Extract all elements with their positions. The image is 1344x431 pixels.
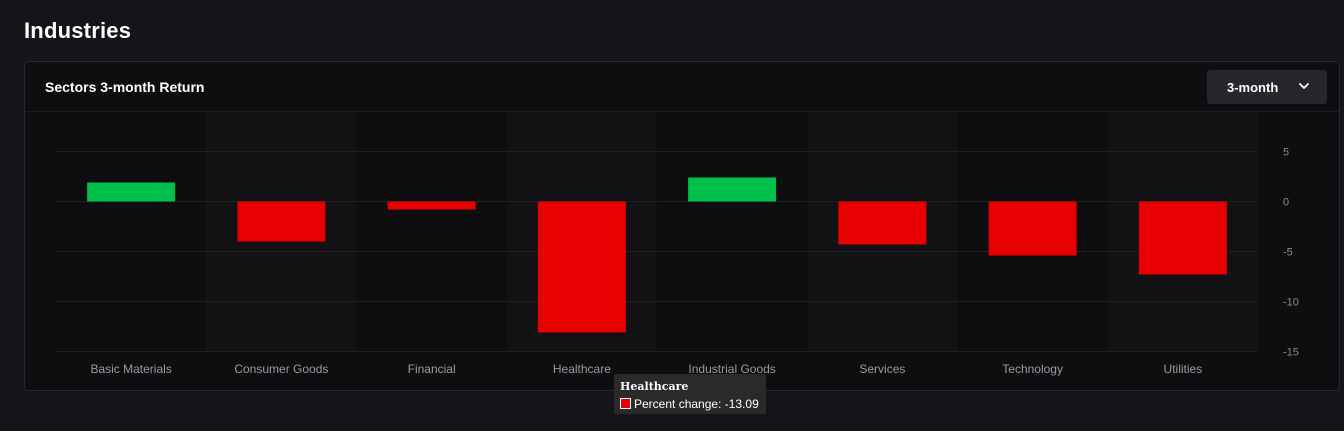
bar-consumer-goods: [237, 201, 326, 242]
y-tick-label: -15: [1283, 347, 1299, 359]
y-tick-label: 5: [1283, 147, 1289, 159]
x-tick-label: Basic Materials: [90, 362, 171, 376]
page-title: Industries: [24, 18, 132, 43]
x-tick-label: Services: [859, 362, 905, 376]
bar-healthcare: [537, 201, 626, 333]
bar-basic-materials: [87, 182, 176, 202]
tooltip-swatch: [620, 398, 631, 409]
card-title: Sectors 3-month Return: [45, 79, 205, 95]
x-tick-label: Technology: [1002, 362, 1063, 376]
y-tick-label: -10: [1283, 297, 1299, 309]
sector-returns-card: Sectors 3-month Return 3-month 5 0 -5 -10 -1…: [24, 61, 1340, 414]
tooltip-value: Percent change: -13.09: [634, 397, 759, 411]
tooltip-title: Healthcare: [620, 380, 689, 393]
bar-services: [838, 201, 927, 245]
y-tick-label: -5: [1283, 247, 1293, 259]
y-tick-label: 0: [1283, 197, 1289, 209]
bar-utilities: [1138, 201, 1227, 275]
x-tick-label: Financial: [408, 362, 456, 376]
x-tick-label: Consumer Goods: [234, 362, 328, 376]
bar-financial: [387, 201, 476, 210]
period-dropdown[interactable]: 3-month: [1207, 70, 1327, 104]
chevron-down-icon: [1299, 83, 1309, 89]
x-tick-label: Industrial Goods: [688, 362, 775, 376]
card-header: Sectors 3-month Return 3-month: [25, 62, 1339, 112]
sector-returns-chart: 5 0 -5 -10 -15 Basic Materials Consumer Goods F…: [56, 112, 1299, 376]
bar-technology: [988, 201, 1077, 256]
bar-industrial-goods: [688, 177, 777, 202]
x-tick-label: Healthcare: [553, 362, 611, 376]
x-tick-label: Utilities: [1164, 362, 1203, 376]
chart-tooltip: Healthcare Percent change: -13.09: [614, 374, 766, 414]
